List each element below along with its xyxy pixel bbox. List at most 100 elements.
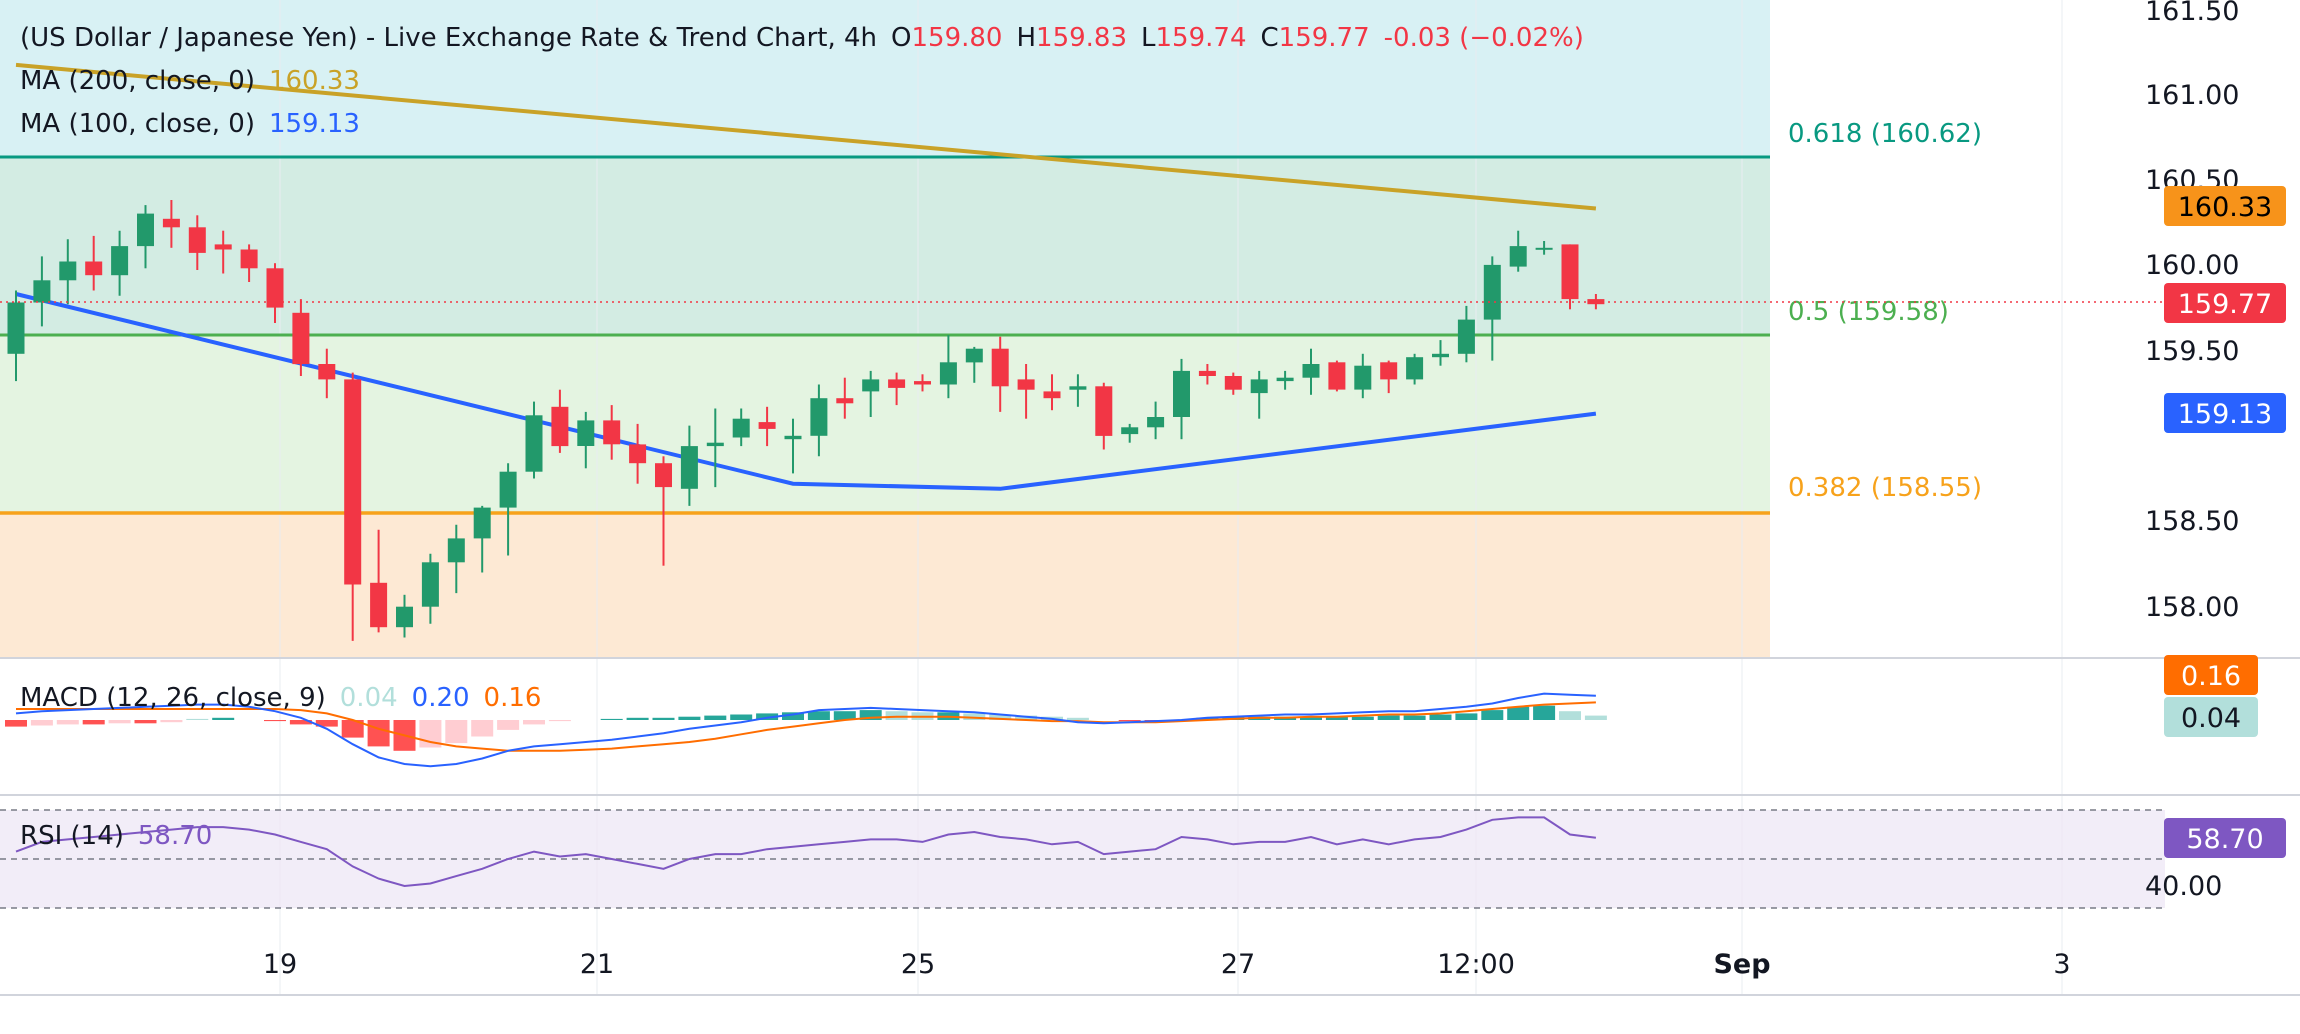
macd-histogram-bar (160, 720, 183, 723)
price-axis[interactable]: 161.50 161.00 160.50 160.00 159.50 158.5… (2145, 0, 2239, 623)
macd-histogram-bar (807, 711, 830, 720)
candle-body (1069, 386, 1087, 390)
candle-body (447, 538, 465, 563)
macd-histogram-bar (626, 717, 649, 720)
fib-50-label: 0.5 (159.58) (1788, 297, 1949, 327)
ma200-price-tag (2164, 186, 2286, 226)
last-price-tag (2164, 283, 2286, 323)
price-tick: 161.50 (2145, 0, 2239, 27)
legend-title: (US Dollar / Japanese Yen) - Live Exchan… (20, 23, 1584, 53)
macd-signal-line (16, 701, 1596, 752)
candle-body (292, 312, 310, 365)
macd-histogram-bar (1118, 720, 1141, 722)
macd-histogram-bar (1300, 716, 1322, 720)
macd-histogram-bar (1584, 715, 1607, 720)
time-tick: 27 (1221, 949, 1255, 980)
macd-histogram-bar (1377, 715, 1400, 720)
candle-body (680, 446, 698, 489)
price-tick: 159.50 (2145, 336, 2239, 367)
candle-body (85, 261, 103, 276)
candle-body (965, 348, 983, 363)
candle-body (1095, 386, 1113, 436)
macd-histogram-bar (1403, 715, 1426, 720)
candle-body (137, 213, 154, 247)
fib-382-label: 0.382 (158.55) (1788, 473, 1982, 503)
candle-body (1535, 247, 1553, 250)
candle-body (1457, 319, 1475, 354)
time-tick: 19 (263, 949, 297, 980)
macd-signal-tag-text: 0.16 (2181, 661, 2241, 692)
macd-histogram-bar (264, 720, 286, 722)
macd-histogram-bar (341, 720, 364, 738)
legend-ma100: MA (100, close, 0) 159.13 (20, 109, 360, 139)
price-tick: 158.00 (2145, 592, 2239, 623)
candle-body (939, 362, 957, 385)
candle-body (706, 442, 724, 447)
ma100-price-tag (2164, 393, 2286, 433)
candle-body (784, 435, 802, 440)
macd-histogram-bar (82, 720, 105, 725)
macd-pane (5, 692, 1607, 768)
legend-ma200: MA (200, close, 0) 160.33 (20, 66, 360, 96)
candle-body (525, 415, 543, 472)
fib-zone-upper (0, 0, 1770, 157)
candle-body (629, 444, 647, 464)
macd-histogram-bar (30, 720, 53, 726)
macd-histogram-bar (1507, 706, 1530, 720)
ma200-line (15, 62, 1597, 211)
rsi-value-tag (2164, 818, 2286, 858)
candle-body (1173, 370, 1190, 417)
fib-618-label: 0.618 (160.62) (1788, 119, 1982, 149)
price-tick: 158.50 (2145, 506, 2239, 537)
macd-histogram-bar (1351, 716, 1374, 720)
candle-body (111, 246, 129, 276)
last-price-tag-text: 159.77 (2178, 289, 2272, 320)
macd-signal-tag (2164, 655, 2258, 695)
candle-body (33, 280, 51, 303)
time-tick: 25 (901, 949, 935, 980)
candle-body (1406, 357, 1424, 380)
candle-body (655, 463, 672, 488)
candle-body (1198, 370, 1216, 376)
candle-body (1224, 376, 1242, 390)
ma100-price-tag-text: 159.13 (2178, 399, 2272, 430)
candle-body (1328, 362, 1346, 390)
candle-body (1380, 362, 1398, 380)
candle-body (396, 606, 413, 628)
macd-histogram-bar (678, 716, 701, 720)
price-tick: 161.00 (2145, 80, 2239, 111)
macd-histogram-bar (212, 717, 235, 720)
rsi-line (15, 816, 1597, 888)
candle-body (1147, 417, 1165, 428)
candle-body (59, 261, 77, 281)
time-axis[interactable]: 19 21 25 27 12:00 Sep 3 (263, 949, 2071, 980)
candle-body (1432, 353, 1449, 358)
macd-histogram-bar (989, 714, 1012, 720)
macd-histogram-bar (56, 720, 79, 725)
macd-histogram-bar (1066, 717, 1089, 720)
macd-histogram-bar (859, 710, 882, 720)
macd-histogram-bar (1015, 715, 1038, 720)
candle-body (1017, 379, 1035, 390)
macd-histogram-bar (445, 720, 468, 744)
candle-body (421, 562, 439, 607)
candle-body (1302, 364, 1320, 378)
candle-body (862, 379, 880, 392)
candle-body (240, 249, 258, 269)
macd-histogram-bar (885, 711, 908, 720)
candle-body (810, 398, 828, 436)
candle-body (603, 420, 621, 445)
candle-body (991, 348, 1009, 387)
candle-body (1250, 379, 1268, 394)
macd-histogram-bar (782, 712, 804, 720)
ma100-line (15, 292, 1597, 491)
candle-body (758, 422, 776, 429)
candle-body (551, 406, 569, 447)
candle-body (1354, 365, 1372, 390)
macd-histogram-bar (600, 718, 623, 720)
macd-hist-tag (2164, 697, 2258, 737)
rsi-tick-40: 40.00 (2145, 871, 2222, 902)
macd-histogram-bar (108, 720, 131, 724)
